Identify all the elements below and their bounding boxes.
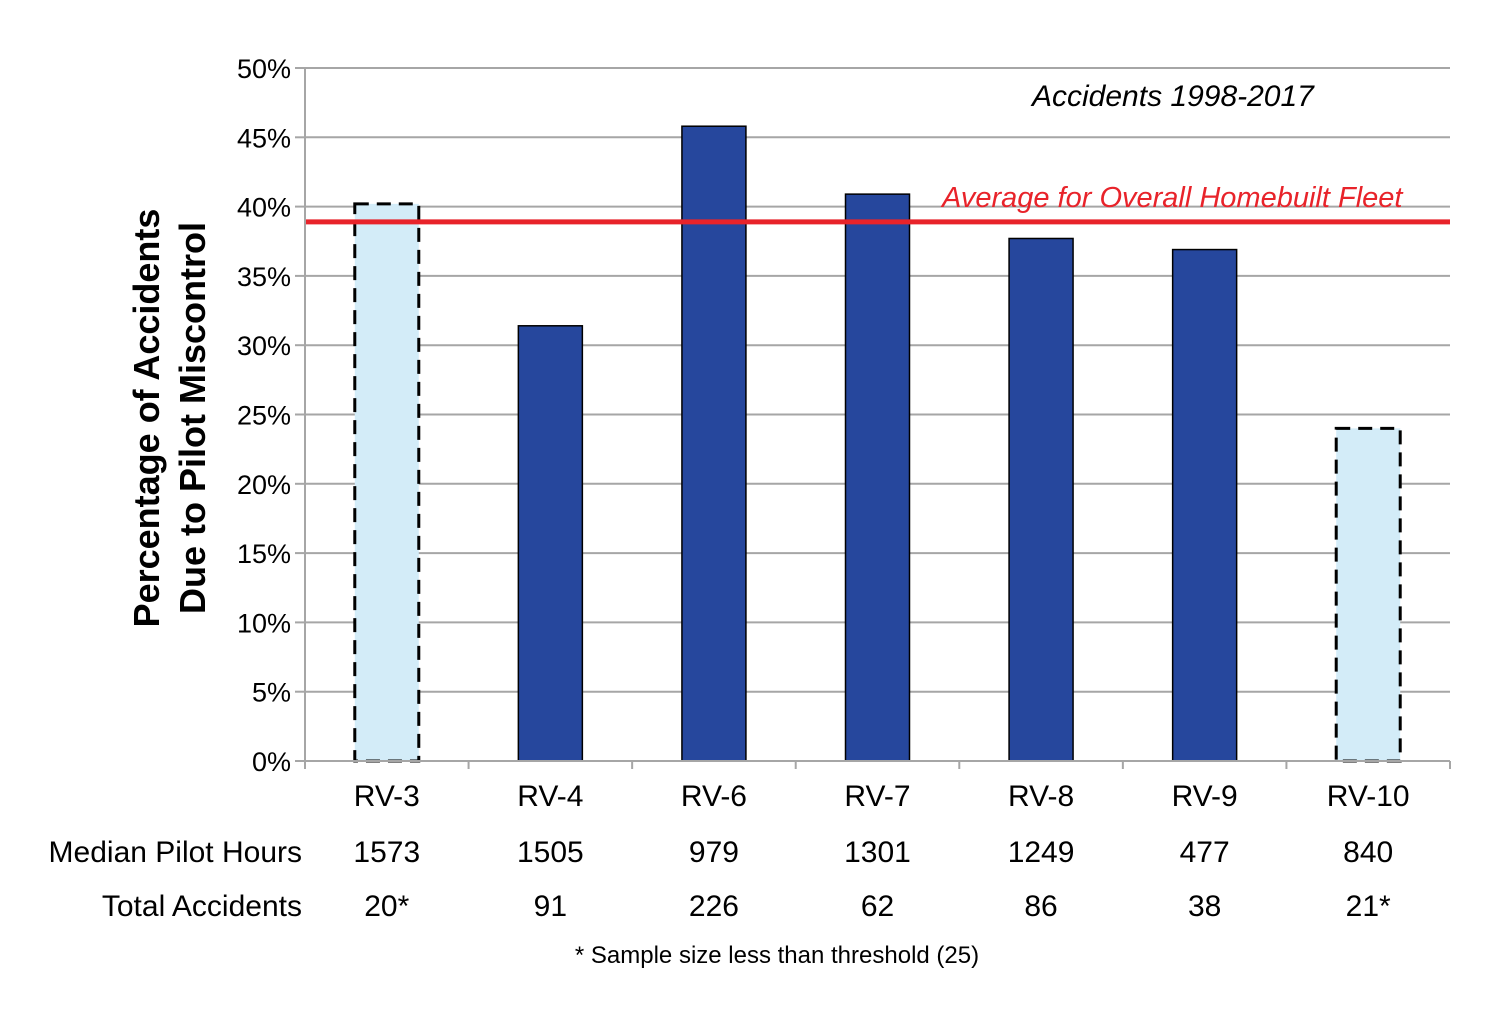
- y-tick-label: 20%: [237, 470, 291, 500]
- chart-subtitle: Accidents 1998-2017: [1032, 80, 1314, 113]
- y-tick-label: 0%: [252, 747, 291, 777]
- bar-rv-4: [517, 325, 584, 762]
- reference-line-label: Average for Overall Homebuilt Fleet: [942, 182, 1403, 214]
- y-axis-label-line-2: Due to Pilot Miscontrol: [172, 222, 213, 614]
- median-pilot-hours-cell: 1301: [844, 836, 911, 869]
- median-pilot-hours-label: Median Pilot Hours: [48, 836, 302, 869]
- y-tick-label: 10%: [237, 608, 291, 638]
- median-pilot-hours-cell: 1249: [1007, 836, 1075, 869]
- y-tick-label: 5%: [252, 678, 291, 708]
- x-tick-label: RV-10: [1327, 780, 1410, 813]
- x-tick-label: RV-3: [354, 780, 420, 813]
- y-tick-label: 25%: [237, 401, 291, 431]
- median-pilot-hours-cell: 840: [1343, 836, 1394, 869]
- total-accidents-cell: 20*: [364, 890, 410, 923]
- y-tick-label: 15%: [237, 539, 291, 569]
- total-accidents-cell: 62: [860, 890, 895, 923]
- y-tick-label: 35%: [237, 262, 291, 292]
- total-accidents-cell: 91: [533, 890, 568, 923]
- y-tick-label: 30%: [237, 331, 291, 361]
- median-pilot-hours-cell: 1505: [516, 836, 584, 869]
- bar-rv-7: [844, 193, 911, 762]
- y-tick-label: 50%: [237, 54, 291, 84]
- footnote: * Sample size less than threshold (25): [574, 942, 980, 969]
- axes: [304, 68, 1451, 769]
- total-accidents-cell: 21*: [1345, 890, 1391, 923]
- y-tick-label: 45%: [237, 123, 291, 153]
- x-tick-label: RV-9: [1172, 780, 1238, 813]
- x-tick-label: RV-4: [517, 780, 583, 813]
- bar-rv-6: [681, 125, 747, 762]
- x-tick-label: RV-8: [1008, 780, 1074, 813]
- x-tick-labels: RV-3 RV-4 RV-6 RV-7 RV-8 RV-9 RV-10: [354, 780, 1410, 813]
- y-tick-label: 40%: [237, 193, 291, 223]
- y-axis-label-line-1: Percentage of Accidents: [126, 208, 167, 628]
- bar-rv-9: [1171, 248, 1238, 762]
- total-accidents-label: Total Accidents: [101, 890, 302, 923]
- total-accidents-cell: 38: [1187, 890, 1222, 923]
- bar-rv-3: [353, 202, 421, 763]
- bar-rv-10: [1334, 426, 1402, 763]
- x-tick-label: RV-6: [681, 780, 747, 813]
- y-tick-labels: 0% 5% 10% 15% 20% 25% 30% 35% 40% 45% 50%: [237, 54, 305, 777]
- total-accidents-cell: 86: [1024, 890, 1058, 923]
- bar-rv-8: [1008, 237, 1074, 762]
- median-pilot-hours-cell: 979: [688, 836, 739, 869]
- median-pilot-hours-cell: 477: [1179, 836, 1230, 869]
- total-accidents-cell: 226: [688, 890, 739, 923]
- x-tick-label: RV-7: [844, 780, 910, 813]
- median-pilot-hours-cell: 1573: [353, 836, 421, 869]
